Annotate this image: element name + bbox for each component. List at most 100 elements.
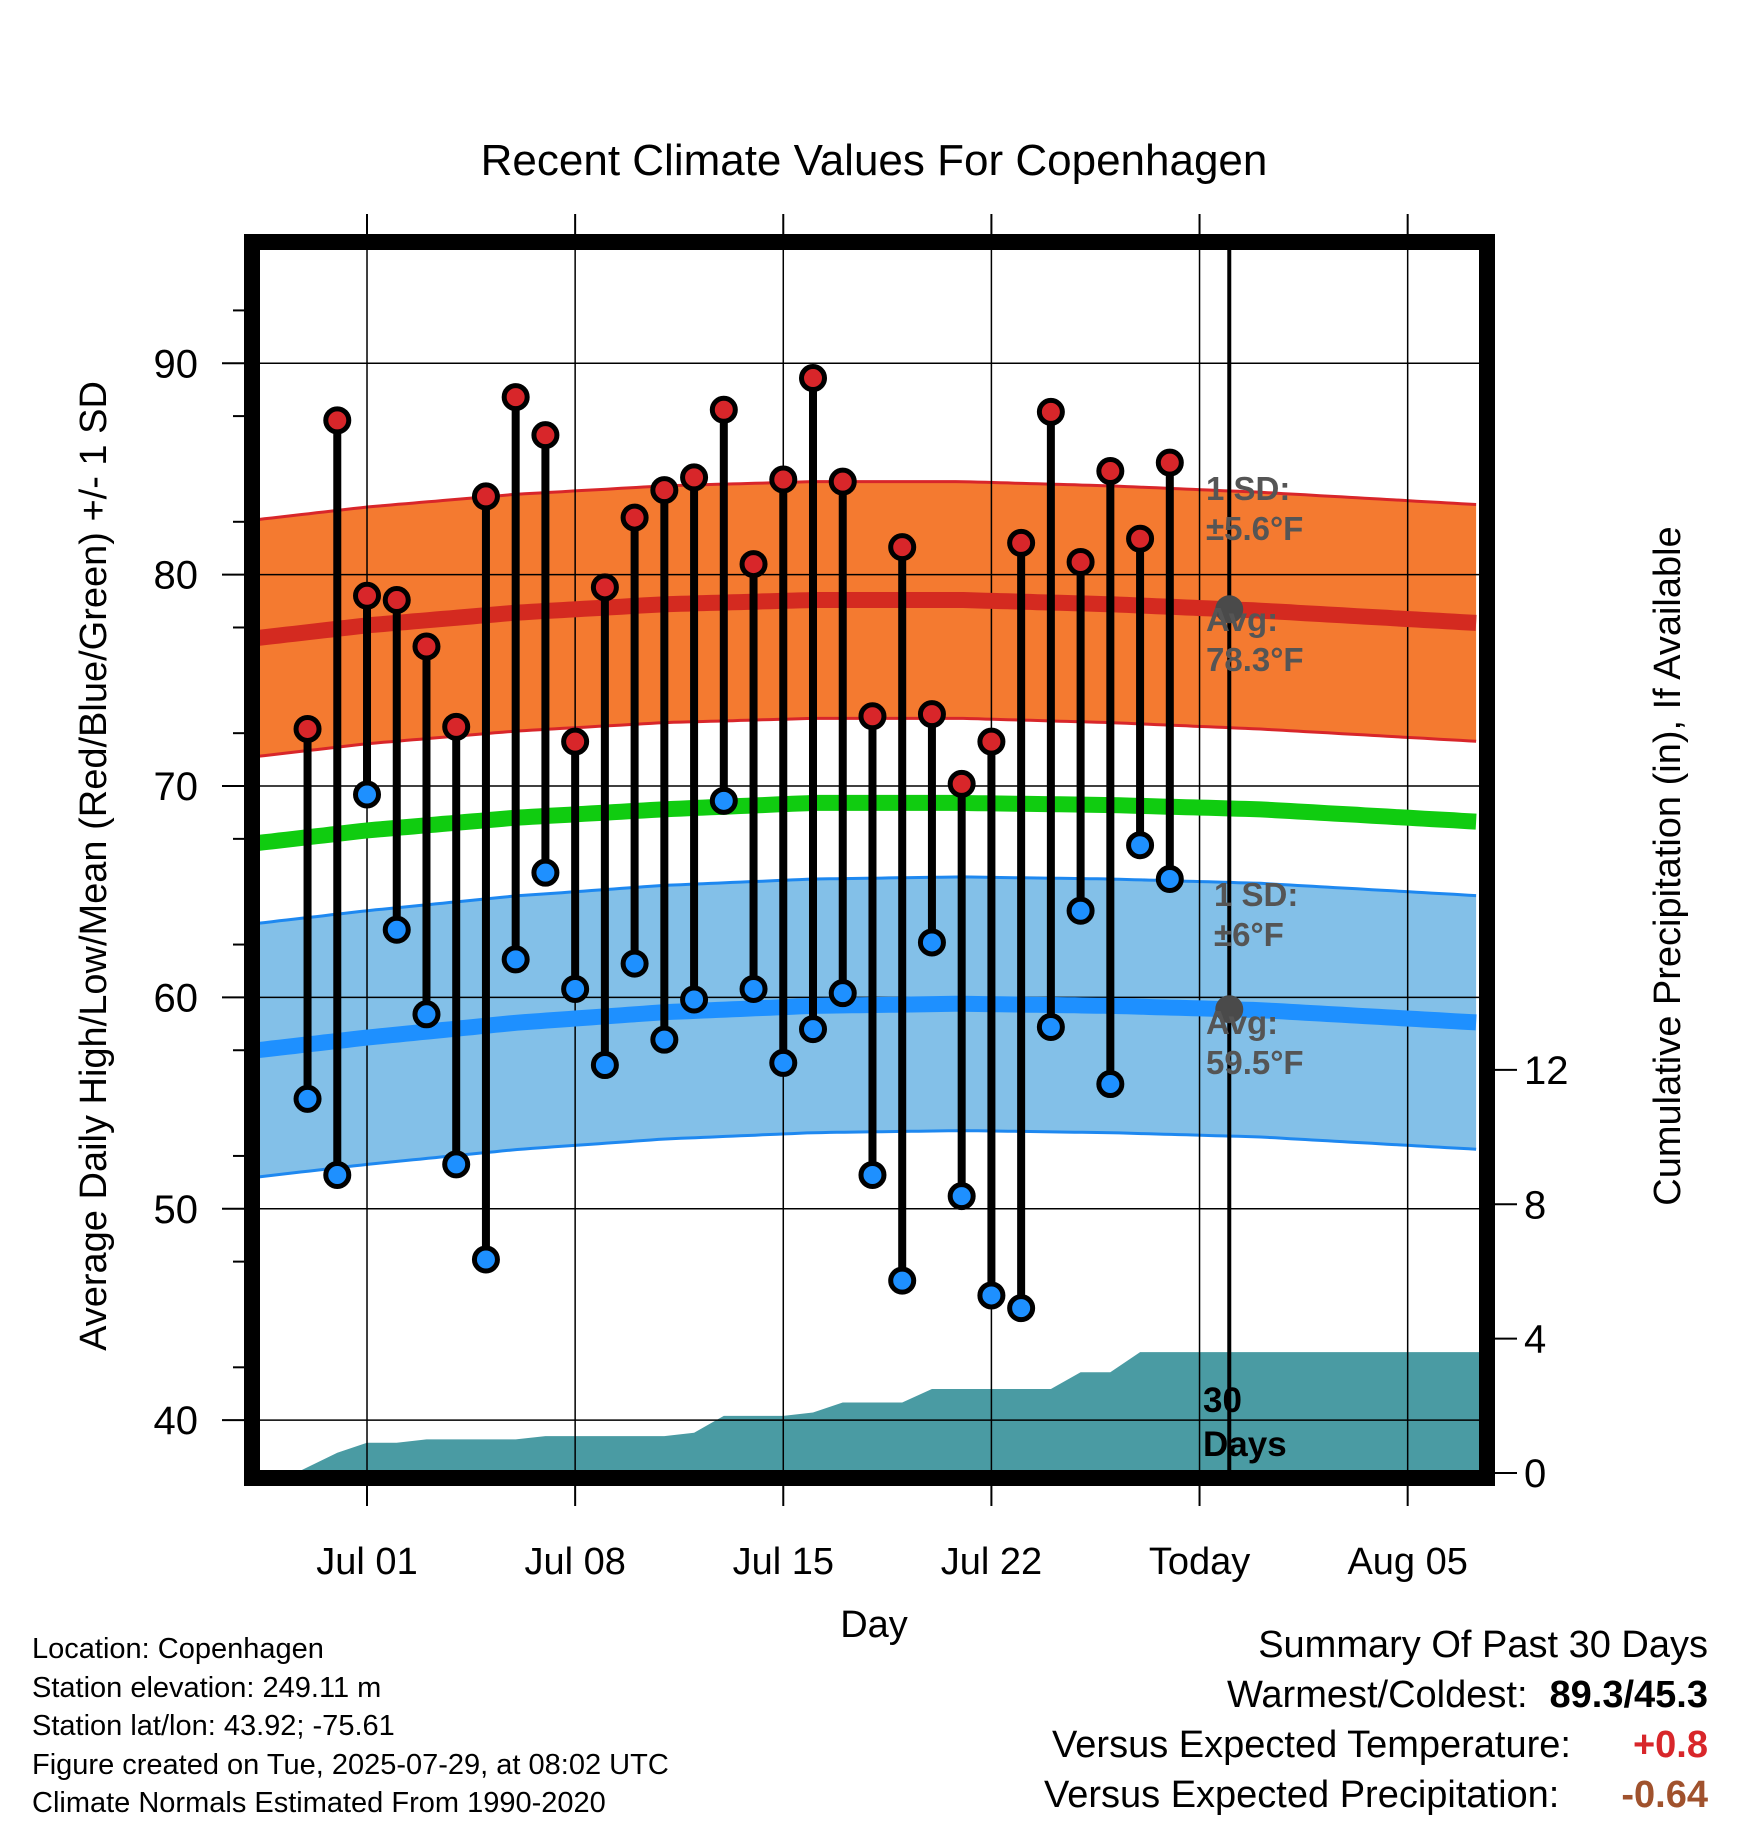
y-tick-label: 50 [154,1188,199,1232]
created-text: Figure created on Tue, 2025-07-29, at 08… [32,1748,669,1781]
daily-high-point [977,727,1006,756]
warm-cold-value: 89.3/45.3 [1549,1674,1708,1716]
x-tick-label: Aug 05 [1347,1541,1467,1583]
daily-high-point [590,573,619,602]
daily-low-point [412,1000,441,1029]
daily-low-point [501,945,530,974]
daily-low-point [709,786,738,815]
y2-tick-label: 12 [1524,1049,1569,1093]
daily-high-point [769,465,798,494]
daily-high-point [1096,457,1125,486]
daily-high-point [680,463,709,492]
daily-high-point [739,550,768,579]
summary-warm-cold: Warmest/Coldest: 89.3/45.3 [1044,1670,1708,1720]
daily-low-point [650,1025,679,1054]
daily-low-point [977,1281,1006,1310]
daily-low-point [680,985,709,1014]
temp-value: +0.8 [1632,1724,1708,1766]
daily-low-point [1126,831,1155,860]
daily-high-point [501,383,530,412]
daily-low-point [590,1051,619,1080]
y2-axis-label: Cumulative Precipitation (in), If Availa… [1647,526,1689,1205]
daily-high-point [353,581,382,610]
today-low-avg-marker [1215,995,1244,1024]
today-high-avg-marker [1215,595,1244,624]
y-tick-label: 60 [154,976,199,1020]
y-tick-label: 90 [154,342,199,386]
low-sd-annotation: 1 SD: [1214,876,1298,913]
daily-low-point [739,974,768,1003]
elevation-text: Station elevation: 249.11 m [32,1671,382,1704]
high-avg-annotation: 78.3°F [1206,641,1304,678]
precip-value: -0.64 [1621,1774,1708,1816]
daily-high-point [382,586,411,615]
daily-low-point [1036,1012,1065,1041]
daily-low-point [917,928,946,957]
daily-high-point [293,714,322,743]
daily-low-point [353,780,382,809]
mean-avg-line [256,794,1477,852]
x-tick-label: Jul 01 [316,1541,417,1583]
x-tick-label: Jul 15 [733,1541,834,1583]
daily-low-point [323,1160,352,1189]
station-info: Location: Copenhagen Station elevation: … [32,1630,669,1823]
daily-high-point [412,632,441,661]
daily-low-point [382,915,411,944]
normals-text: Climate Normals Estimated From 1990-2020 [32,1787,606,1819]
precip-label: Versus Expected Precipitation: [1043,1774,1560,1816]
summary-panel: Summary Of Past 30 Days Warmest/Coldest:… [1044,1620,1708,1820]
daily-low-point [769,1048,798,1077]
daily-high-point [947,769,976,798]
daily-high-point [1066,547,1095,576]
daily-high-point [917,700,946,729]
daily-high-point [471,482,500,511]
daily-high-point [1155,448,1184,477]
days-annotation: Days [1203,1425,1287,1464]
low-sd-annotation: ±6°F [1214,916,1284,953]
y2-tick-label: 4 [1524,1318,1546,1362]
daily-high-point [709,395,738,424]
daily-low-point [561,974,590,1003]
daily-low-point [799,1015,828,1044]
daily-high-point [1007,528,1036,557]
summary-temp: Versus Expected Temperature: +0.8 [1044,1720,1708,1770]
low-avg-annotation: 59.5°F [1206,1044,1304,1081]
warm-cold-label: Warmest/Coldest: [1226,1674,1528,1716]
daily-low-point [1155,865,1184,894]
y2-tick-label: 0 [1524,1452,1546,1496]
daily-high-point [858,702,887,731]
x-axis-label: Day [840,1604,908,1646]
high-sd-upper-edge [256,480,1477,522]
x-tick-label: Jul 08 [524,1541,625,1583]
y-axis-label: Average Daily High/Low/Mean (Red/Blue/Gr… [73,381,115,1351]
latlon-text: Station lat/lon: 43.92; -75.61 [32,1710,395,1742]
high-avg-annotation: Avg: [1206,601,1278,638]
daily-low-point [1096,1070,1125,1099]
high-avg-line [256,592,1477,647]
daily-high-point [1036,397,1065,426]
low-sd-band [257,876,1477,1178]
daily-low-point [947,1182,976,1211]
daily-high-point [799,364,828,393]
daily-high-point [531,421,560,450]
daily-low-point [888,1266,917,1295]
daily-low-point [1007,1294,1036,1323]
daily-low-point [620,949,649,978]
high-sd-annotation: 1 SD: [1206,470,1290,507]
y-tick-label: 80 [154,554,199,598]
daily-high-point [561,727,590,756]
daily-low-point [828,979,857,1008]
y-tick-label: 70 [154,765,199,809]
daily-high-point [323,406,352,435]
daily-low-point [531,858,560,887]
daily-low-point [293,1084,322,1113]
x-tick-label: Today [1149,1541,1250,1583]
daily-high-point [888,533,917,562]
precipitation-area [295,1352,1482,1473]
daily-high-point [650,476,679,505]
plot-frame [244,234,1495,1486]
daily-low-point [858,1160,887,1189]
daily-high-point [1126,524,1155,553]
